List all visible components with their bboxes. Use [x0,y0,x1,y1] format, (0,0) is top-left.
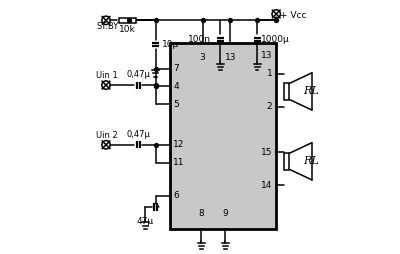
Bar [170,43,276,229]
Text: 12: 12 [173,140,185,149]
Text: 13: 13 [225,53,236,62]
Bar [284,83,290,100]
Text: 9: 9 [222,210,228,218]
Text: 6: 6 [173,191,179,200]
Text: 10µ: 10µ [162,40,179,49]
Text: 5: 5 [173,100,179,109]
Text: 7: 7 [173,64,179,73]
Text: 11: 11 [173,158,185,167]
Text: 0,47µ: 0,47µ [126,130,150,139]
Bar [119,18,136,23]
Text: 4: 4 [173,82,179,91]
Text: Uin 2: Uin 2 [96,131,118,140]
Text: 0,47µ: 0,47µ [126,70,150,79]
Text: 8: 8 [198,210,204,218]
Text: + Vcc: + Vcc [280,11,306,20]
Text: 2: 2 [267,102,272,111]
Text: 100n: 100n [188,35,211,44]
Text: 1: 1 [267,69,272,78]
Text: 13: 13 [261,51,272,60]
Bar [284,153,290,170]
Text: 14: 14 [261,181,272,190]
Text: ST.BY: ST.BY [96,22,118,31]
Text: 1000µ: 1000µ [261,35,290,44]
Text: Uin 1: Uin 1 [96,71,118,80]
Text: 15: 15 [261,148,272,157]
Text: RL: RL [303,86,319,97]
Text: 47µ: 47µ [137,217,154,226]
Text: RL: RL [303,156,319,166]
Text: 3: 3 [200,53,206,62]
Text: 10k: 10k [119,25,136,35]
